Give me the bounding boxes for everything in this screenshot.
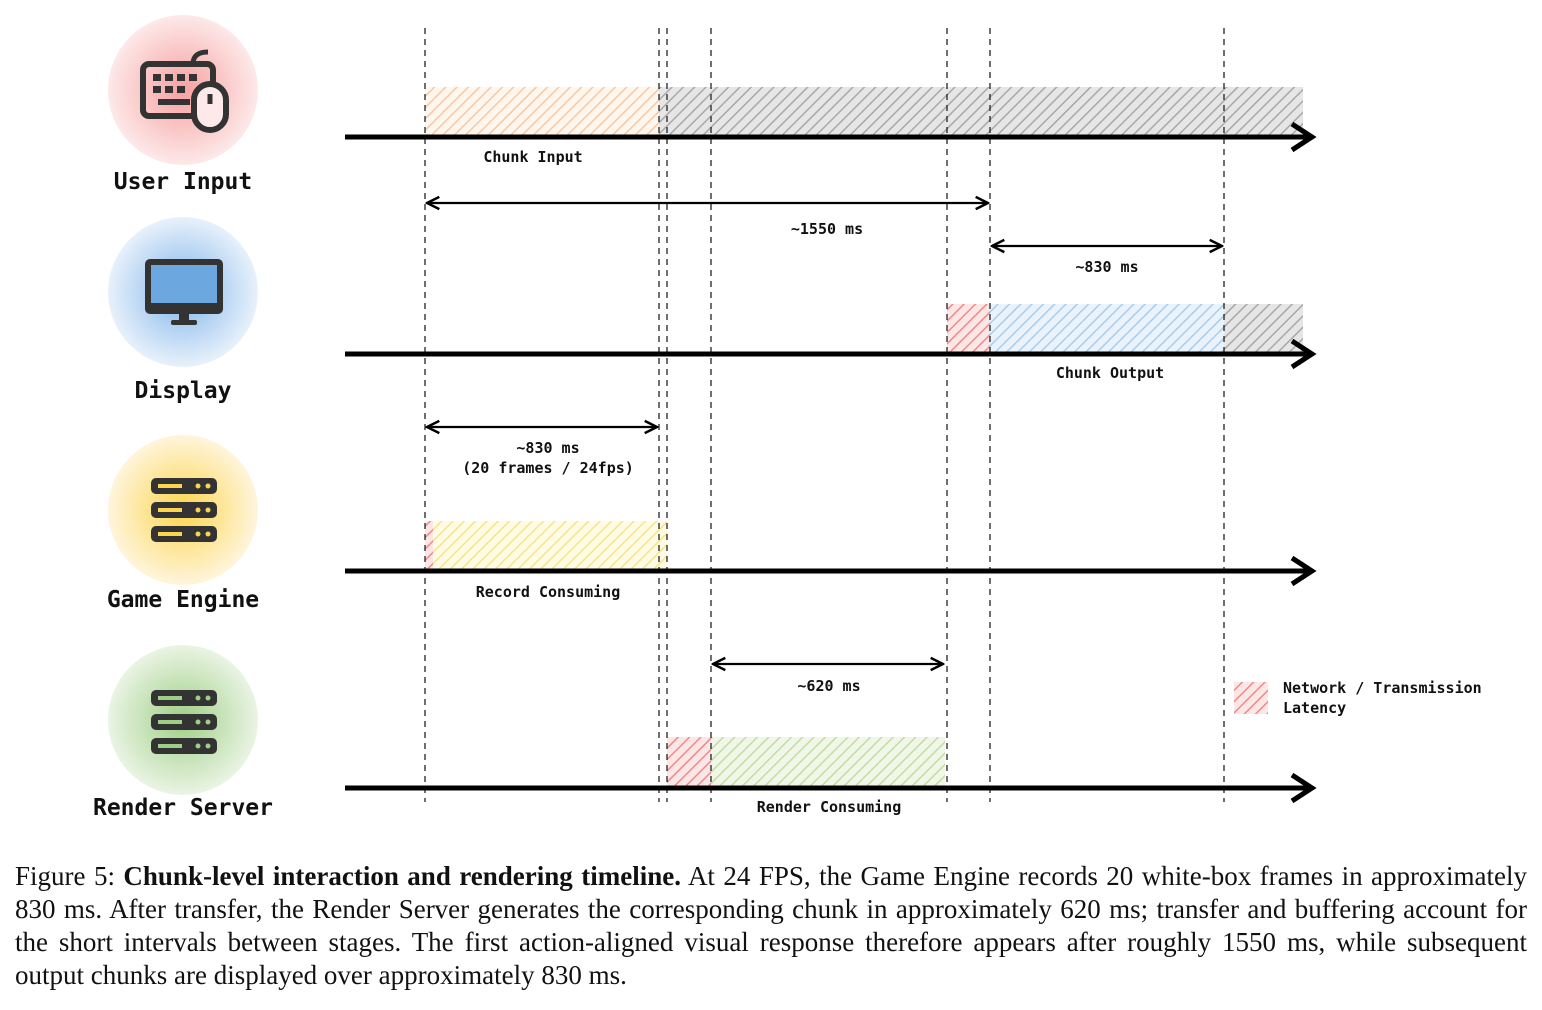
guide-lines	[424, 28, 1225, 802]
caption-text: At 24 FPS, the Game Engine records 20 wh…	[15, 861, 1527, 990]
interval-label: ~830 ms	[516, 439, 579, 457]
segment-label: Chunk Input	[483, 148, 582, 166]
timeline-axes	[345, 121, 1317, 804]
segment-label: Chunk Output	[1056, 364, 1164, 382]
interval-arrows	[427, 203, 1222, 664]
interval-label: ~1550 ms	[791, 220, 863, 238]
legend-label: Network / Transmission	[1283, 679, 1482, 697]
figure-caption: Figure 5: Chunk-level interaction and re…	[15, 860, 1527, 992]
interval-label: ~620 ms	[797, 677, 860, 695]
lane-label: User Input	[114, 169, 252, 195]
lane-label: Game Engine	[107, 587, 259, 613]
segments	[425, 87, 1303, 788]
caption-prefix: Figure 5:	[15, 861, 115, 891]
icon-render-server	[108, 645, 258, 795]
caption-title: Chunk-level interaction and rendering ti…	[123, 861, 681, 891]
icon-display	[108, 217, 258, 367]
interval-label: ~830 ms	[1075, 258, 1138, 276]
timeline-diagram: User Input Display Game Engine Render Se…	[93, 15, 1482, 821]
lane-label: Display	[135, 378, 232, 404]
segment-label: Render Consuming	[757, 798, 902, 816]
icon-user-input	[108, 15, 258, 165]
interval-sublabel: (20 frames / 24fps)	[462, 459, 634, 477]
icon-game-engine	[108, 435, 258, 585]
legend-label: Latency	[1283, 699, 1346, 717]
lane-label: Render Server	[93, 795, 273, 821]
segment-label: Record Consuming	[476, 583, 621, 601]
